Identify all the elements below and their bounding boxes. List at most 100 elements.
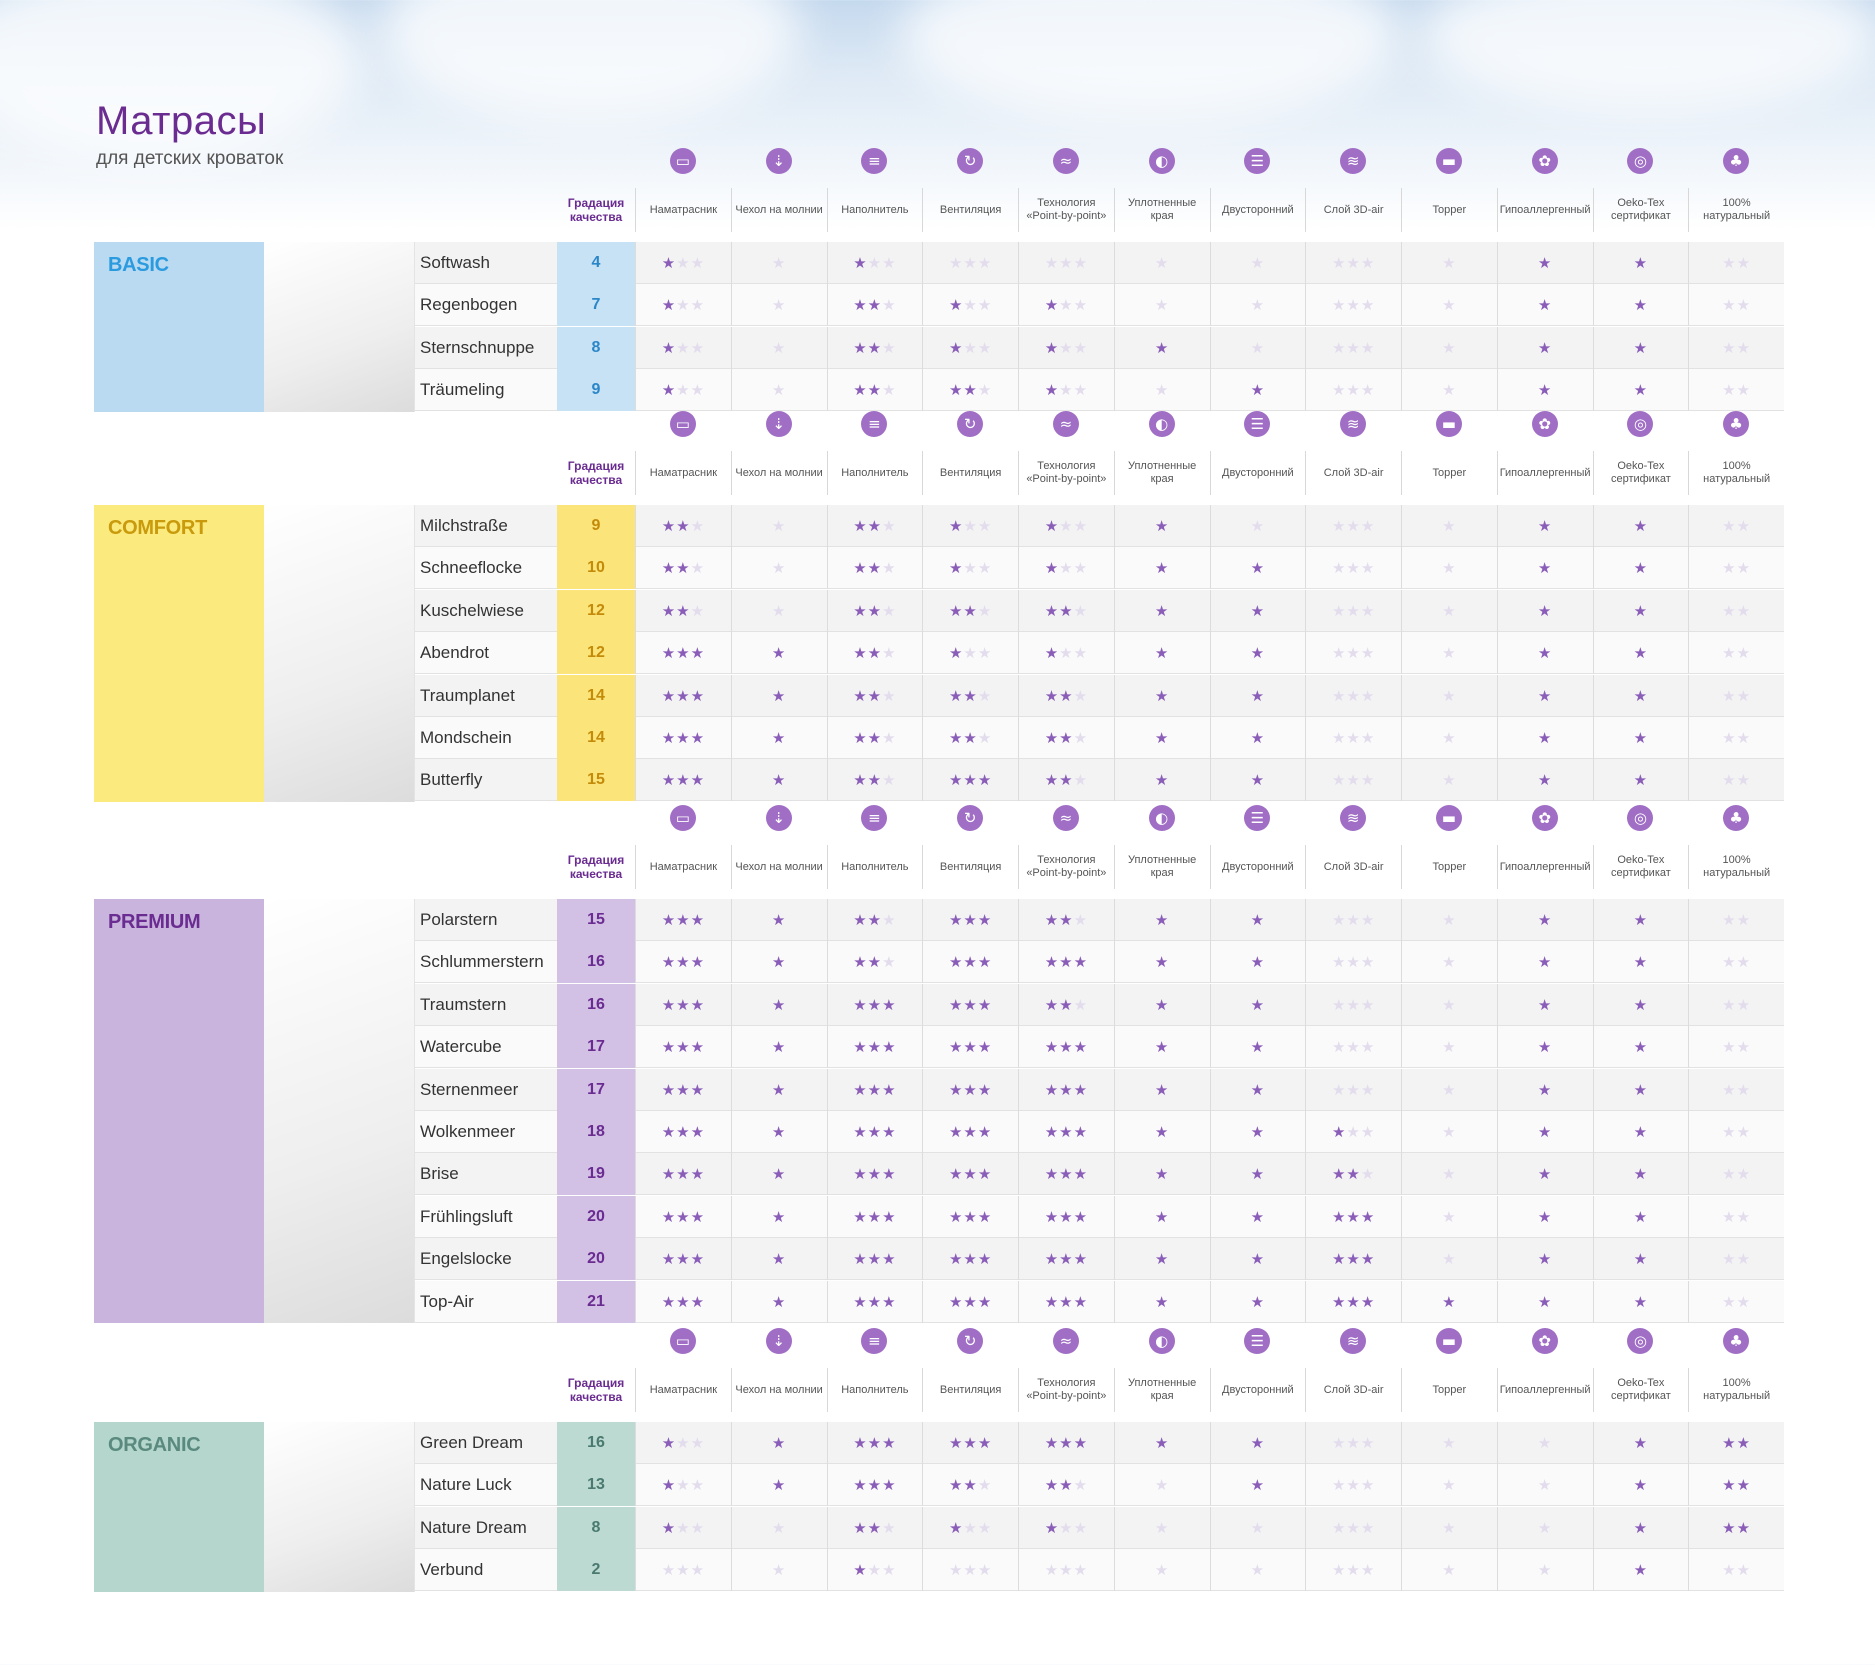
star-icon: ★ <box>690 1250 706 1269</box>
feature-label: Технология «Point-by-point» <box>1018 1368 1114 1412</box>
star-rating: ★★★ <box>1018 505 1114 547</box>
star-rating: ★★★ <box>1305 983 1401 1026</box>
star-icon: ★ <box>1059 644 1074 663</box>
star-icon: ★ <box>963 1518 978 1537</box>
topper-icon: ▬ <box>1435 148 1462 174</box>
flower-icon: ✿ <box>1531 148 1558 174</box>
star-rating: ★★★ <box>635 717 731 759</box>
star-rating: ★★★ <box>826 1026 923 1069</box>
star-rating: ★★ <box>1688 983 1784 1026</box>
star-icon: ★ <box>1346 1292 1361 1311</box>
star-icon: ★ <box>690 953 706 972</box>
star-icon: ★ <box>948 644 964 663</box>
star-icon: ★ <box>853 254 868 272</box>
star-rating: ★ <box>1113 505 1210 547</box>
star-icon: ★ <box>1044 686 1060 705</box>
star-icon: ★ <box>1360 1476 1376 1495</box>
star-icon: ★ <box>1331 953 1347 972</box>
product-name: Engelslocke <box>420 1249 512 1269</box>
star-icon: ★ <box>853 911 868 929</box>
product-name: Regenbogen <box>420 295 518 315</box>
star-icon: ★ <box>977 1561 993 1580</box>
star-icon: ★ <box>1346 686 1361 705</box>
star-rating: ★ <box>1113 242 1210 284</box>
star-icon: ★ <box>1633 1123 1649 1141</box>
star-rating: ★ <box>730 1026 827 1069</box>
star-icon: ★ <box>1633 686 1649 705</box>
star-icon: ★ <box>676 1207 691 1226</box>
mattress-pad-icon: ▭ <box>669 805 696 831</box>
star-rating: ★★★ <box>1018 1506 1114 1549</box>
feature-label: Слой 3D-air <box>1305 188 1401 232</box>
double-sided-icon: ☰ <box>1244 148 1271 174</box>
category-body: Green Dream 16 ★★★ ★ ★★★ ★★★ ★★★ ★ ★ ★★★ ★ ★ ★ ★★ Natu… <box>94 1422 1784 1592</box>
star-icon: ★ <box>1331 1165 1347 1184</box>
star-rating: ★★★ <box>1018 674 1114 717</box>
star-icon: ★ <box>1346 1123 1361 1141</box>
star-icon: ★ <box>1250 1561 1266 1580</box>
star-rating: ★★★ <box>826 1068 923 1111</box>
foot-icon: ◐ <box>1148 148 1175 174</box>
globe-icon: ◎ <box>1627 148 1654 174</box>
star-icon: ★ <box>867 1250 883 1269</box>
star-icon: ★ <box>1044 1250 1060 1269</box>
star-rating: ★★★ <box>922 1506 1018 1549</box>
star-icon: ★ <box>882 1250 897 1269</box>
product-name: Mondschein <box>420 728 512 747</box>
star-icon: ★ <box>882 517 897 535</box>
star-rating: ★★★ <box>1018 1422 1114 1464</box>
star-rating: ★ <box>730 759 827 802</box>
star-rating: ★★★ <box>1305 547 1401 590</box>
star-rating: ★ <box>1496 1111 1593 1153</box>
quality-grade: 17 <box>557 1068 635 1111</box>
star-icon: ★ <box>867 953 883 972</box>
star-icon: ★ <box>948 1038 964 1057</box>
star-rating: ★ <box>1592 1153 1689 1196</box>
star-icon: ★ <box>661 254 677 272</box>
star-rating: ★ <box>1496 589 1593 632</box>
category-label: ORGANIC <box>108 1434 201 1456</box>
star-icon: ★ <box>1346 644 1361 663</box>
star-rating: ★★★ <box>1305 899 1401 941</box>
star-icon: ★ <box>676 517 691 535</box>
feature-label: Технология «Point-by-point» <box>1018 451 1114 495</box>
star-icon: ★ <box>690 729 706 747</box>
star-icon: ★ <box>1633 1561 1649 1580</box>
star-icon: ★ <box>1360 559 1376 578</box>
star-icon: ★ <box>1154 1250 1170 1269</box>
quality-grade: 9 <box>557 505 635 547</box>
rating-cells: ★★★ ★ ★★★ ★★★ ★★★ ★ ★ ★★★ ★ ★ ★ ★★ <box>635 899 1784 941</box>
star-rating: ★★★ <box>635 1506 731 1549</box>
star-icon: ★ <box>1250 953 1266 972</box>
star-icon: ★ <box>963 559 978 578</box>
star-icon: ★ <box>882 1080 897 1099</box>
star-icon: ★ <box>867 559 883 578</box>
product-name: Brise <box>420 1164 459 1184</box>
star-icon: ★ <box>1331 1207 1347 1226</box>
star-icon: ★ <box>1044 601 1060 620</box>
star-icon: ★ <box>676 1434 691 1452</box>
star-icon: ★ <box>977 601 993 620</box>
star-icon: ★ <box>853 1038 868 1057</box>
star-icon: ★ <box>1331 254 1347 272</box>
star-rating: ★★★ <box>922 505 1018 547</box>
category-band: BASIC <box>94 242 264 412</box>
star-icon: ★ <box>948 729 964 747</box>
star-icon: ★ <box>676 644 691 663</box>
star-rating: ★ <box>1496 941 1593 984</box>
star-rating: ★ <box>1113 1153 1210 1196</box>
star-icon: ★ <box>948 771 964 790</box>
star-rating: ★★★ <box>1018 284 1114 327</box>
star-rating: ★★★ <box>826 1280 923 1323</box>
layers-icon: ≡ <box>861 148 888 174</box>
feature-label: Чехол на молнии <box>730 1368 827 1412</box>
star-icon: ★ <box>1537 995 1553 1014</box>
star-icon: ★ <box>963 254 978 272</box>
star-icon: ★ <box>977 771 993 790</box>
star-icon: ★ <box>1360 1434 1376 1452</box>
star-icon: ★ <box>1059 729 1074 747</box>
product-name: Butterfly <box>420 770 483 790</box>
tree-icon: ♣ <box>1723 148 1750 174</box>
star-rating: ★ <box>730 1422 827 1464</box>
star-rating: ★★★ <box>922 547 1018 590</box>
